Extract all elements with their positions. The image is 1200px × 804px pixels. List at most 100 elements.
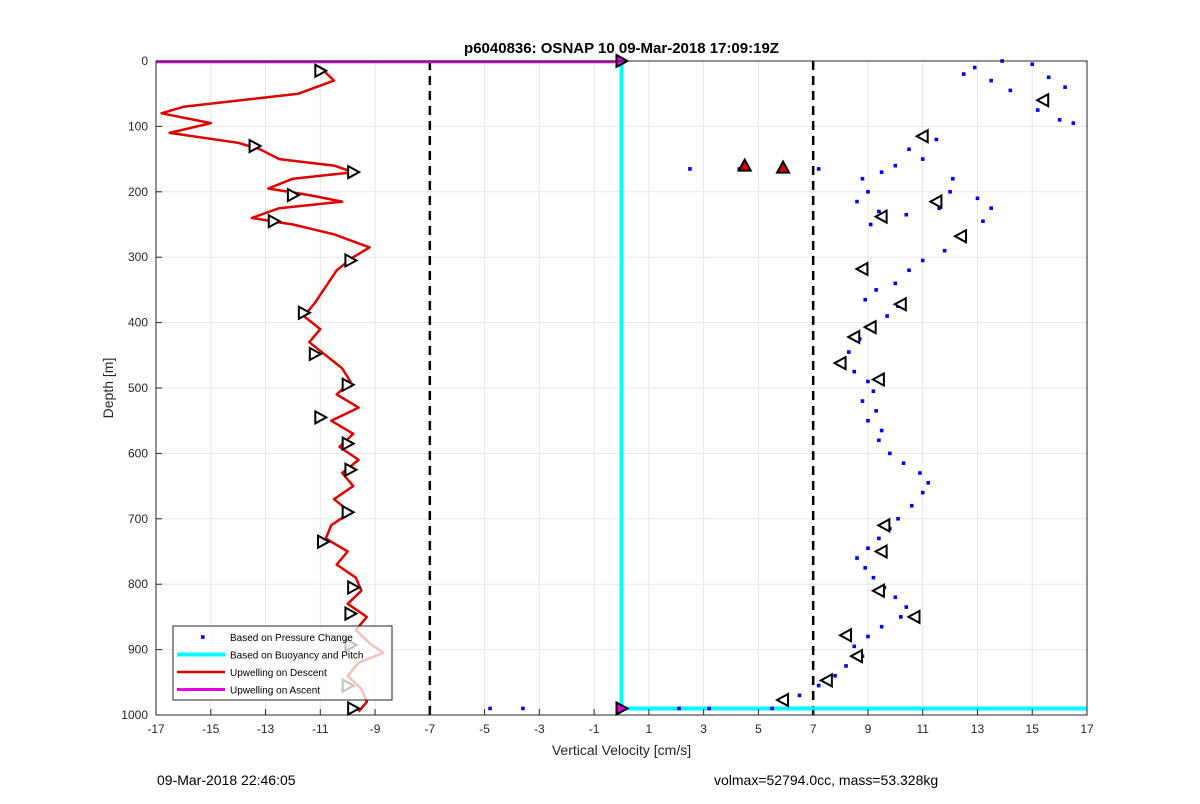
- marker-triangle: [347, 164, 362, 180]
- data-point: [893, 163, 898, 168]
- marker-triangle: [341, 377, 356, 393]
- x-tick-label: 17: [1080, 722, 1094, 736]
- marker-triangle: [906, 609, 921, 625]
- marker-triangle: [873, 543, 888, 560]
- legend-swatch: [201, 635, 205, 639]
- marker-triangle: [846, 329, 861, 345]
- y-tick-label: 700: [128, 512, 148, 526]
- x-tick-label: 5: [755, 722, 762, 736]
- data-point: [904, 212, 909, 217]
- data-point: [879, 428, 884, 433]
- x-tick-label: -15: [202, 722, 220, 736]
- y-tick-label: 1000: [121, 708, 148, 722]
- data-point: [816, 683, 821, 688]
- x-tick-label: 3: [700, 722, 707, 736]
- marker-triangle: [832, 355, 847, 371]
- data-point: [918, 471, 922, 475]
- data-point: [877, 438, 881, 443]
- x-tick-label: 15: [1026, 722, 1040, 736]
- marker-triangle: [892, 296, 907, 312]
- y-tick-label: 600: [128, 446, 148, 460]
- marker-triangle: [952, 228, 968, 244]
- data-point: [920, 490, 925, 495]
- series-line: [619, 61, 1087, 711]
- marker-triangle: [341, 435, 356, 452]
- x-tick-label: -13: [257, 722, 275, 736]
- data-point: [879, 170, 884, 174]
- data-point: [907, 147, 911, 152]
- x-tick-label: -5: [479, 722, 490, 736]
- footer-volmax-mass: volmax=52794.0cc, mass=53.328kg: [714, 772, 939, 788]
- marker-triangle: [837, 627, 853, 643]
- marker-triangle: [854, 261, 869, 277]
- data-point: [871, 389, 876, 394]
- data-point: [770, 706, 774, 711]
- data-point: [896, 517, 900, 521]
- data-point: [844, 664, 848, 668]
- marker-triangle: [314, 409, 329, 426]
- series-line: [160, 66, 385, 713]
- data-point: [934, 137, 939, 142]
- data-point: [852, 644, 857, 649]
- data-point: [1035, 108, 1040, 112]
- y-tick-label: 300: [128, 250, 148, 264]
- marker-triangle: [314, 63, 329, 79]
- series-layer: [156, 53, 1087, 717]
- footer-timestamp: 09-Mar-2018 22:46:05: [157, 772, 296, 788]
- legend-label: Based on Pressure Change: [230, 633, 353, 644]
- data-point: [488, 706, 492, 711]
- data-point: [899, 615, 903, 619]
- data-point: [951, 176, 955, 181]
- data-point: [948, 190, 952, 194]
- y-tick-label: 200: [128, 185, 148, 199]
- series-line: [156, 60, 623, 65]
- legend-label: Upwelling on Descent: [230, 668, 327, 679]
- x-tick-label: -17: [147, 722, 165, 736]
- data-point: [907, 268, 911, 273]
- y-tick-label: 900: [128, 643, 148, 657]
- marker-triangle: [344, 605, 359, 622]
- data-point: [942, 248, 947, 253]
- legend: Based on Pressure Change Based on Buoyanc…: [172, 625, 393, 701]
- data-point: [521, 706, 525, 711]
- x-tick-label: 1: [646, 722, 653, 736]
- x-tick-label: 11: [916, 722, 929, 736]
- data-point: [981, 219, 985, 224]
- data-point: [989, 206, 993, 210]
- marker-triangle: [308, 346, 323, 362]
- legend-box: [172, 625, 393, 701]
- marker-triangle: [870, 583, 885, 599]
- data-point: [972, 65, 977, 70]
- x-tick-label: 9: [865, 722, 872, 736]
- data-point: [868, 222, 873, 227]
- y-axis-label: Depth [m]: [100, 358, 116, 419]
- marker-triangle: [774, 692, 790, 708]
- data-point: [855, 556, 859, 560]
- data-point: [866, 379, 870, 384]
- marker-triangle: [344, 252, 359, 269]
- marker-triangle: [341, 504, 356, 520]
- x-tick-label: -1: [589, 722, 600, 736]
- data-point: [866, 190, 870, 194]
- marker-triangle: [928, 193, 943, 210]
- data-point: [877, 536, 881, 541]
- data-point: [874, 288, 878, 292]
- data-point: [707, 706, 711, 711]
- data-point: [1063, 85, 1067, 89]
- data-point: [874, 409, 878, 413]
- marker-triangle: [248, 138, 263, 154]
- marker-triangle: [286, 187, 302, 203]
- x-tick-label: -7: [424, 722, 435, 736]
- marker-triangle: [818, 672, 833, 689]
- marker-triangle: [862, 319, 877, 335]
- data-point: [852, 369, 857, 374]
- data-point: [877, 209, 881, 214]
- marker-triangle: [297, 305, 312, 321]
- marker-triangle: [870, 371, 885, 388]
- data-point: [833, 673, 837, 678]
- data-point: [920, 258, 925, 263]
- data-point: [860, 176, 865, 181]
- chart-title: p6040836: OSNAP 10 09-Mar-2018 17:09:19Z: [464, 40, 779, 57]
- data-point: [677, 706, 681, 711]
